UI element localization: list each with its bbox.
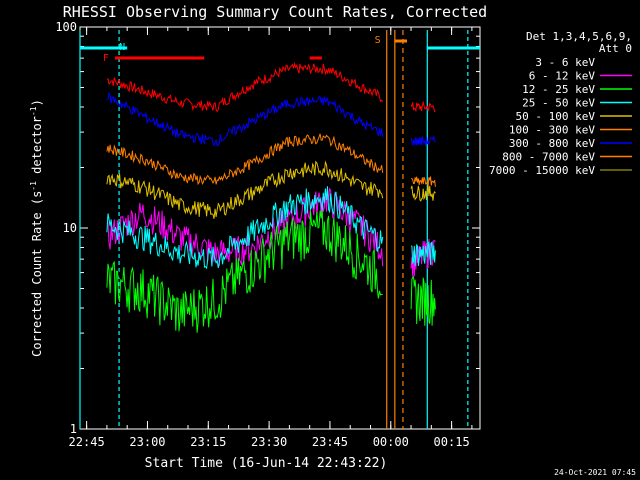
y-axis-label: Corrected Count Rate (s-1 detector-1)	[29, 99, 44, 357]
x-tick-label: 23:45	[312, 435, 348, 449]
legend-item-label: 7000 - 15000 keV	[489, 164, 595, 177]
series-group	[106, 133, 436, 187]
y-tick-label: 100	[55, 20, 77, 34]
x-tick-label: 23:30	[251, 435, 287, 449]
series-line	[410, 100, 436, 113]
flag-label: N	[119, 42, 125, 53]
legend-item-label: 6 - 12 keV	[529, 70, 596, 83]
legend-item-label: 800 - 7000 keV	[502, 151, 595, 164]
series-line	[106, 186, 384, 270]
series-line	[410, 275, 436, 326]
series-line	[410, 185, 436, 202]
y-tick-label: 10	[63, 221, 77, 235]
series-line	[411, 176, 436, 187]
flag-label: F	[103, 53, 109, 64]
series-line	[106, 208, 383, 333]
series-line	[410, 241, 436, 267]
y-axis-label-part: )	[30, 99, 44, 106]
legend-item-label: 300 - 800 keV	[509, 137, 595, 150]
legend-item-label: 3 - 6 keV	[535, 56, 595, 69]
flag-label: S	[375, 35, 381, 46]
y-axis-label-part: Corrected Count Rate (s	[30, 191, 44, 357]
series-line	[106, 91, 384, 148]
y-tick-label: 1	[70, 422, 77, 436]
x-tick-label: 00:15	[434, 435, 470, 449]
legend-item-label: 25 - 50 keV	[522, 97, 595, 110]
footer-date: 24-Oct-2021 07:45	[554, 468, 636, 477]
series-group	[106, 160, 436, 219]
legend-title-1: Det 1,3,4,5,6,9,	[526, 30, 632, 43]
legend-title-2: Att 0	[599, 42, 632, 55]
series-line	[106, 219, 384, 286]
series-line	[106, 61, 384, 113]
series-line	[106, 160, 384, 219]
chart-title: RHESSI Observing Summary Count Rates, Co…	[63, 3, 487, 21]
legend-item-label: 100 - 300 keV	[509, 124, 595, 137]
x-axis: 22:45 23:00 23:15 23:30 23:45 00:00 00:15	[69, 27, 473, 449]
y-axis-label-part: detector	[30, 116, 44, 181]
x-tick-label: 22:45	[69, 435, 105, 449]
series-layer	[106, 61, 436, 333]
series-line	[106, 133, 384, 186]
series-group	[106, 91, 436, 148]
y-axis-label-sup: -1	[29, 181, 38, 191]
x-axis-label: Start Time (16-Jun-14 22:43:22)	[145, 456, 388, 471]
series-line	[410, 136, 436, 146]
series-group	[106, 61, 436, 113]
x-tick-label: 23:00	[129, 435, 165, 449]
x-tick-label: 00:00	[373, 435, 409, 449]
flag-layer: NF S	[80, 35, 480, 64]
y-axis-label-sup: -1	[29, 106, 38, 116]
legend-item-label: 12 - 25 keV	[522, 83, 595, 96]
legend-item-label: 50 - 100 keV	[516, 110, 596, 123]
series-group	[106, 186, 436, 270]
x-tick-label: 23:15	[190, 435, 226, 449]
event-markers	[79, 30, 469, 429]
series-group	[106, 208, 436, 333]
